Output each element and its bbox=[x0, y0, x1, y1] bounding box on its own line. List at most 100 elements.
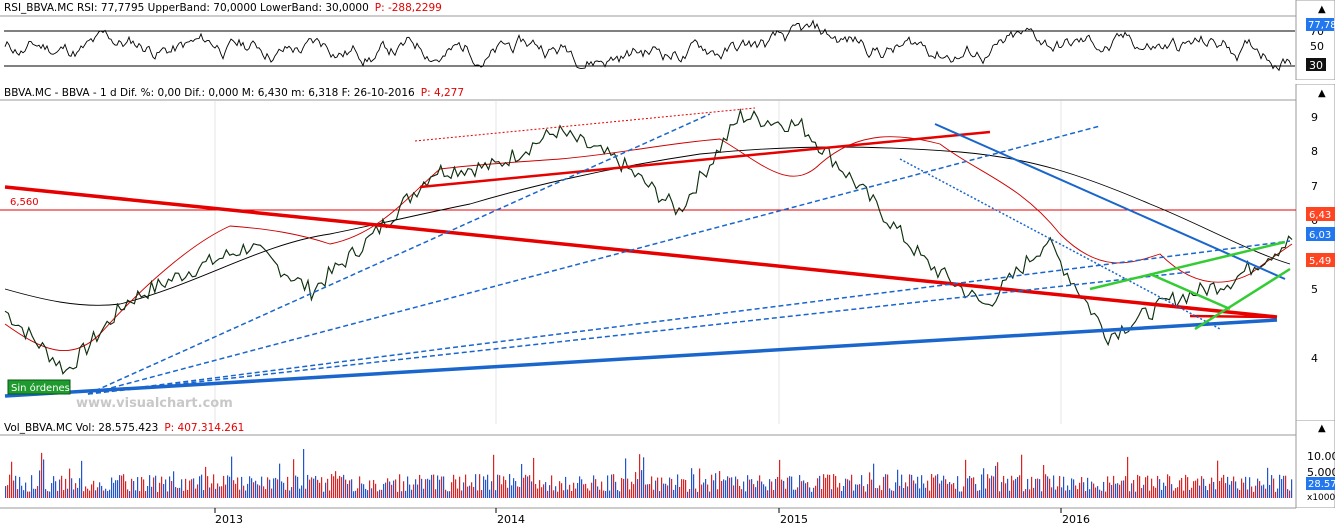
volume-bar bbox=[279, 463, 281, 498]
volume-bar bbox=[975, 484, 977, 498]
volume-bar bbox=[869, 472, 871, 498]
price-collapse-icon[interactable]: ▲ bbox=[1318, 88, 1326, 99]
volume-bar bbox=[411, 489, 413, 498]
volume-bar bbox=[599, 489, 601, 498]
volume-bar bbox=[1209, 483, 1211, 498]
volume-bar bbox=[1221, 477, 1223, 498]
volume-bar bbox=[335, 471, 337, 498]
volume-bar bbox=[529, 475, 531, 498]
volume-bar bbox=[281, 481, 283, 498]
volume-bar bbox=[265, 489, 267, 498]
volume-bar bbox=[503, 476, 505, 498]
trendline-red-mid bbox=[419, 130, 991, 189]
volume-bar bbox=[1259, 481, 1261, 498]
volume-tick-5000: 5.000 bbox=[1307, 466, 1335, 479]
volume-bar bbox=[123, 474, 125, 498]
volume-bar bbox=[135, 490, 137, 498]
volume-bar bbox=[407, 476, 409, 498]
volume-bar bbox=[863, 486, 865, 498]
rsi-line bbox=[4, 19, 1292, 72]
volume-bar bbox=[947, 483, 949, 498]
volume-bar bbox=[267, 477, 269, 498]
volume-bar bbox=[1103, 481, 1105, 498]
volume-bar bbox=[913, 480, 915, 498]
volume-bar bbox=[69, 468, 71, 498]
volume-bar bbox=[91, 484, 93, 498]
volume-bar bbox=[853, 490, 855, 498]
volume-bar bbox=[9, 474, 11, 498]
volume-bar bbox=[787, 477, 789, 498]
volume-bar bbox=[243, 485, 245, 498]
trendlines-green bbox=[1089, 240, 1291, 331]
volume-bar bbox=[161, 476, 163, 498]
volume-bar bbox=[973, 477, 975, 498]
volume-bar bbox=[1049, 478, 1051, 498]
volume-bar bbox=[1285, 475, 1287, 498]
volume-bar bbox=[831, 489, 833, 498]
volume-bar bbox=[647, 484, 649, 498]
volume-bar bbox=[367, 490, 369, 498]
volume-bar bbox=[803, 480, 805, 498]
volume-collapse-icon[interactable]: ▲ bbox=[1318, 423, 1326, 434]
volume-bar bbox=[49, 491, 51, 498]
volume-bar bbox=[583, 484, 585, 498]
volume-bar bbox=[997, 462, 999, 498]
volume-bar bbox=[669, 477, 671, 498]
volume-bar bbox=[785, 488, 787, 498]
volume-bar bbox=[1059, 476, 1061, 498]
volume-bar bbox=[771, 481, 773, 498]
volume-bar bbox=[255, 480, 257, 498]
price-header: BBVA.MC - BBVA - 1 d Dif. %: 0,00 Dif.: … bbox=[4, 87, 464, 99]
volume-bar bbox=[73, 489, 75, 498]
volume-bar bbox=[211, 483, 213, 498]
volume-bar bbox=[381, 489, 383, 498]
volume-bar bbox=[185, 478, 187, 498]
volume-bar bbox=[961, 491, 963, 498]
volume-bar bbox=[149, 475, 151, 498]
volume-bar bbox=[1233, 476, 1235, 498]
volume-bar bbox=[575, 488, 577, 498]
volume-bar bbox=[187, 489, 189, 498]
volume-bar bbox=[659, 491, 661, 498]
volume-bar bbox=[481, 489, 483, 498]
volume-bar bbox=[821, 488, 823, 498]
volume-bar bbox=[1067, 485, 1069, 498]
volume-bar bbox=[369, 480, 371, 498]
volume-bar bbox=[1143, 484, 1145, 498]
volume-bar bbox=[1211, 477, 1213, 498]
orders-badge[interactable] bbox=[7, 379, 71, 395]
volume-bar bbox=[865, 491, 867, 498]
volume-bar bbox=[1043, 465, 1045, 498]
volume-bar bbox=[425, 479, 427, 498]
volume-bar bbox=[195, 488, 197, 498]
volume-bar bbox=[981, 474, 983, 498]
volume-bar bbox=[101, 485, 103, 498]
volume-bar bbox=[147, 486, 149, 498]
volume-bar bbox=[447, 491, 449, 498]
volume-bar bbox=[315, 475, 317, 498]
rsi-collapse-icon[interactable]: ▲ bbox=[1318, 4, 1326, 15]
volume-bar bbox=[1119, 484, 1121, 498]
volume-bar bbox=[105, 488, 107, 498]
volume-bar bbox=[687, 491, 689, 498]
volume-bar bbox=[167, 491, 169, 498]
volume-bar bbox=[1039, 479, 1041, 498]
volume-bar bbox=[845, 478, 847, 498]
volume-bar bbox=[357, 488, 359, 498]
volume-bar bbox=[833, 474, 835, 498]
volume-bar bbox=[285, 489, 287, 498]
volume-bar bbox=[901, 474, 903, 498]
volume-bar bbox=[1127, 456, 1129, 498]
volume-bar bbox=[1053, 475, 1055, 498]
volume-bar bbox=[301, 485, 303, 498]
volume-bar bbox=[657, 477, 659, 498]
volume-bar bbox=[637, 479, 639, 498]
volume-bar bbox=[169, 476, 171, 498]
volume-bar bbox=[493, 454, 495, 498]
volume-bar bbox=[835, 475, 837, 498]
volume-bar bbox=[859, 484, 861, 498]
volume-bar bbox=[1137, 474, 1139, 498]
volume-bar bbox=[579, 476, 581, 498]
volume-bar bbox=[567, 489, 569, 498]
volume-bar bbox=[1111, 484, 1113, 498]
